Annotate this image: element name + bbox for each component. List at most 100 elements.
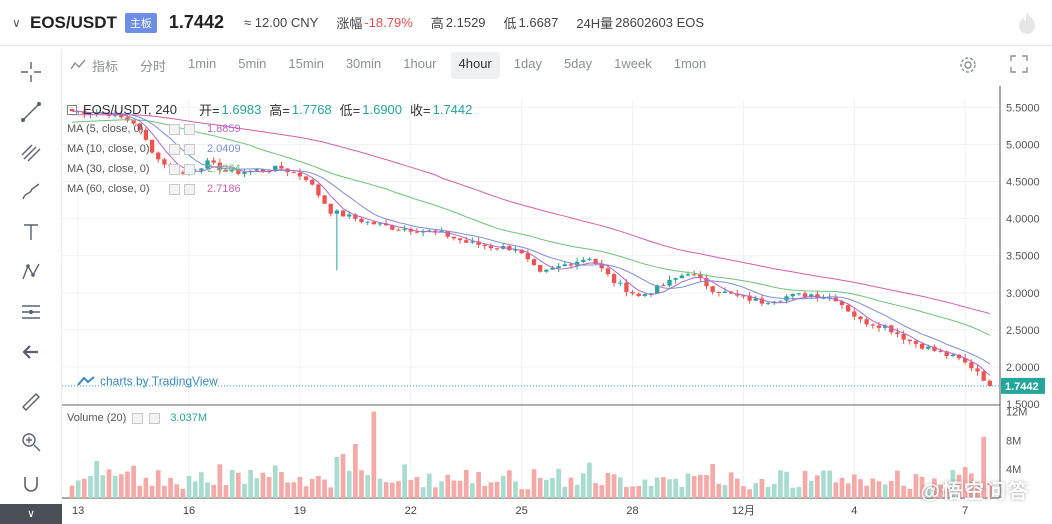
- volume-bar: [180, 488, 186, 498]
- collapse-toolbar-button[interactable]: ∨: [0, 504, 62, 524]
- candle-body: [685, 274, 691, 276]
- candle-body: [642, 294, 648, 296]
- candle-body: [310, 179, 315, 185]
- volume-bar: [476, 471, 481, 498]
- volume-bar: [463, 469, 469, 498]
- volume-bar: [556, 468, 561, 498]
- interval-tab[interactable]: 4hour: [450, 51, 500, 79]
- candle-body: [494, 248, 500, 250]
- symbol-name[interactable]: EOS/USDT: [30, 12, 117, 32]
- candle-body: [821, 297, 826, 299]
- tradingview-watermark[interactable]: charts by TradingView: [76, 374, 218, 388]
- settings-icon[interactable]: [169, 123, 180, 135]
- close-icon[interactable]: [149, 412, 161, 424]
- volume-bar: [316, 476, 321, 498]
- volume-bar: [451, 480, 457, 498]
- chevron-down-icon[interactable]: ∨: [12, 15, 21, 30]
- magnet-icon[interactable]: [17, 470, 45, 498]
- interval-tab[interactable]: 5min: [238, 55, 267, 71]
- time-tick-label: 16: [183, 505, 195, 517]
- interval-tab[interactable]: 1mon: [673, 55, 707, 71]
- interval-tab[interactable]: 5day: [563, 55, 593, 71]
- candle-body: [254, 169, 259, 171]
- candle-body: [667, 279, 672, 286]
- volume-bar: [519, 489, 525, 498]
- ma60-line: [72, 114, 990, 315]
- candle-body: [753, 298, 758, 301]
- time-tick-label: 7: [962, 505, 968, 517]
- volume-bar: [938, 484, 943, 498]
- indicator-button[interactable]: 指标: [62, 52, 126, 79]
- brush-icon[interactable]: [17, 178, 45, 206]
- price-tick-label: 4.5000: [1006, 177, 1040, 189]
- volume-bar: [587, 462, 592, 498]
- close-icon[interactable]: [184, 183, 195, 195]
- arrow-left-icon[interactable]: [17, 338, 45, 366]
- volume-bar: [408, 479, 414, 498]
- volume-bar: [303, 486, 309, 498]
- measure-icon[interactable]: [17, 298, 45, 326]
- interval-tab[interactable]: 30min: [345, 55, 382, 71]
- settings-icon[interactable]: [169, 143, 180, 155]
- candle-body: [975, 368, 980, 372]
- candle-body: [698, 274, 703, 279]
- candle-body: [69, 108, 75, 112]
- collapse-legend-icon[interactable]: [67, 104, 77, 115]
- drawing-toolbar: ∨: [0, 50, 62, 524]
- candle-body: [408, 228, 413, 232]
- volume-bar: [229, 469, 235, 498]
- high-label: 高=: [269, 103, 290, 118]
- ma-legend-row: MA (10, close, 0) 2.0409: [67, 143, 241, 155]
- time-tick-label: 12月: [732, 505, 755, 517]
- volume-bar: [488, 482, 494, 498]
- settings-icon[interactable]: [169, 163, 180, 175]
- candle-body: [987, 380, 992, 386]
- interval-tab[interactable]: 1week: [614, 55, 652, 71]
- pitchfork-icon[interactable]: [17, 138, 45, 166]
- candle-body: [919, 343, 925, 349]
- close-icon[interactable]: [184, 123, 195, 135]
- candle-body: [143, 129, 149, 140]
- candle-body: [636, 293, 641, 296]
- trend-line-icon[interactable]: [17, 98, 45, 126]
- pattern-icon[interactable]: [17, 258, 45, 286]
- interval-tab[interactable]: 15min: [288, 55, 324, 71]
- ma10-line: [72, 110, 991, 365]
- interval-tab[interactable]: 1day: [513, 55, 542, 71]
- settings-icon[interactable]: [132, 412, 144, 424]
- volume-bar: [69, 485, 75, 498]
- candle-body: [574, 261, 580, 266]
- ruler-icon[interactable]: [17, 388, 45, 416]
- volume-tick-label: 4M: [1006, 464, 1021, 476]
- volume-bar: [827, 470, 833, 498]
- settings-icon[interactable]: [169, 183, 180, 195]
- ma-value: 1.8859: [207, 123, 241, 135]
- zoom-in-icon[interactable]: [17, 428, 45, 456]
- fullscreen-icon[interactable]: [1010, 55, 1028, 73]
- volume-bar: [346, 470, 352, 498]
- volume-bar: [500, 475, 506, 498]
- close-icon[interactable]: [184, 143, 195, 155]
- price-chart[interactable]: 1.5000 2.0000 2.5000 3.0000 3.5000 4.0000 4.50…: [62, 86, 1052, 524]
- interval-tab[interactable]: 分时: [140, 58, 167, 74]
- volume-bar: [186, 475, 192, 498]
- volume-bar: [340, 454, 346, 498]
- text-icon[interactable]: [17, 218, 45, 246]
- volume-label: Volume (20): [67, 412, 127, 424]
- gear-icon[interactable]: [958, 55, 978, 75]
- candle-body: [445, 230, 450, 237]
- candle-body: [433, 230, 438, 232]
- volume-bar: [266, 477, 272, 498]
- candle-body: [938, 350, 943, 352]
- crosshair-icon[interactable]: [17, 58, 45, 86]
- low-label: 低=: [339, 103, 361, 118]
- interval-tab[interactable]: 1min: [188, 55, 217, 71]
- volume-bar: [728, 472, 734, 498]
- interval-tab[interactable]: 1hour: [403, 55, 437, 71]
- candle-body: [599, 263, 604, 269]
- ma-legend-row: MA (60, close, 0) 2.7186: [67, 183, 241, 195]
- candle-body: [414, 231, 420, 233]
- close-icon[interactable]: [184, 163, 195, 175]
- candle-body: [149, 139, 155, 153]
- candle-body: [796, 293, 802, 295]
